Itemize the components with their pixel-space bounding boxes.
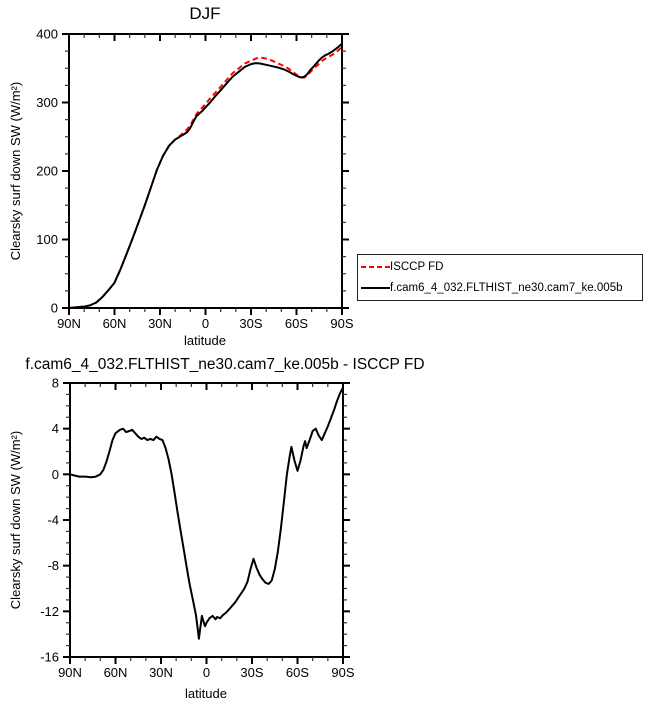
chart-top-title: DJF (189, 4, 220, 23)
y-tick-label: 300 (36, 95, 58, 110)
x-tick-label: 90N (58, 665, 82, 680)
legend-row-isccp: ISCCP FD (361, 259, 642, 275)
y-tick-label: -12 (40, 604, 59, 619)
chart-bottom-plot: 90N 60N 30N 0 30S 60S 90S 8 4 0 -4 -8 -12 -16 (40, 376, 355, 681)
x-tick-label: 0 (202, 316, 209, 331)
x-tick-label: 60N (104, 665, 128, 680)
legend: ISCCP FD f.cam6_4_032.FLTHIST_ne30.cam7_… (357, 254, 643, 301)
y-tick-label: 100 (36, 232, 58, 247)
x-tick-label: 30S (240, 665, 263, 680)
x-tick-label: 90S (330, 316, 353, 331)
chart-bottom-ylabel: Clearsky surf down SW (W/m²) (8, 431, 23, 609)
y-tick-label: 200 (36, 164, 58, 179)
red-dashed-line-sample (361, 266, 390, 269)
chart-top-xlabel: latitude (184, 333, 226, 348)
y-tick-label: 4 (52, 421, 59, 436)
legend-label-model: f.cam6_4_032.FLTHIST_ne30.cam7_ke.005b (390, 281, 623, 294)
x-tick-label: 60N (103, 316, 127, 331)
legend-label-isccp: ISCCP FD (390, 261, 444, 274)
x-tick-label: 0 (203, 665, 210, 680)
y-tick-label: 0 (51, 301, 58, 316)
djf-chart: DJF Clearsky surf down SW (W/m²) latitud… (8, 4, 354, 348)
x-tick-label: 90S (331, 665, 354, 680)
x-tick-label: 60S (286, 665, 309, 680)
series-line-1 (68, 42, 343, 309)
axis-frame (69, 382, 344, 658)
x-tick-label: 60S (285, 316, 308, 331)
y-tick-label: -8 (47, 558, 59, 573)
y-tick-label: -4 (47, 513, 59, 528)
axis-frame (68, 33, 343, 309)
y-tick-label: 400 (36, 27, 58, 42)
series-line-0 (69, 387, 344, 640)
x-tick-label: 30N (149, 665, 173, 680)
series-line-0 (68, 46, 343, 309)
chart-bottom-xlabel: latitude (185, 686, 227, 701)
chart-top-ylabel: Clearsky surf down SW (W/m²) (8, 82, 23, 260)
y-tick-label: 0 (52, 467, 59, 482)
black-solid-line-sample (361, 286, 390, 289)
y-tick-label: -16 (40, 650, 59, 665)
chart-bottom-title: f.cam6_4_032.FLTHIST_ne30.cam7_ke.005b -… (25, 356, 424, 373)
x-tick-label: 30S (239, 316, 262, 331)
y-tick-label: 8 (52, 376, 59, 391)
legend-row-model: f.cam6_4_032.FLTHIST_ne30.cam7_ke.005b (361, 280, 642, 296)
x-tick-label: 90N (57, 316, 81, 331)
x-tick-label: 30N (148, 316, 172, 331)
difference-chart: f.cam6_4_032.FLTHIST_ne30.cam7_ke.005b -… (8, 356, 425, 701)
chart-top-plot: 90N 60N 30N 0 30S 60S 90S 0 100 200 300 400 (36, 27, 354, 332)
